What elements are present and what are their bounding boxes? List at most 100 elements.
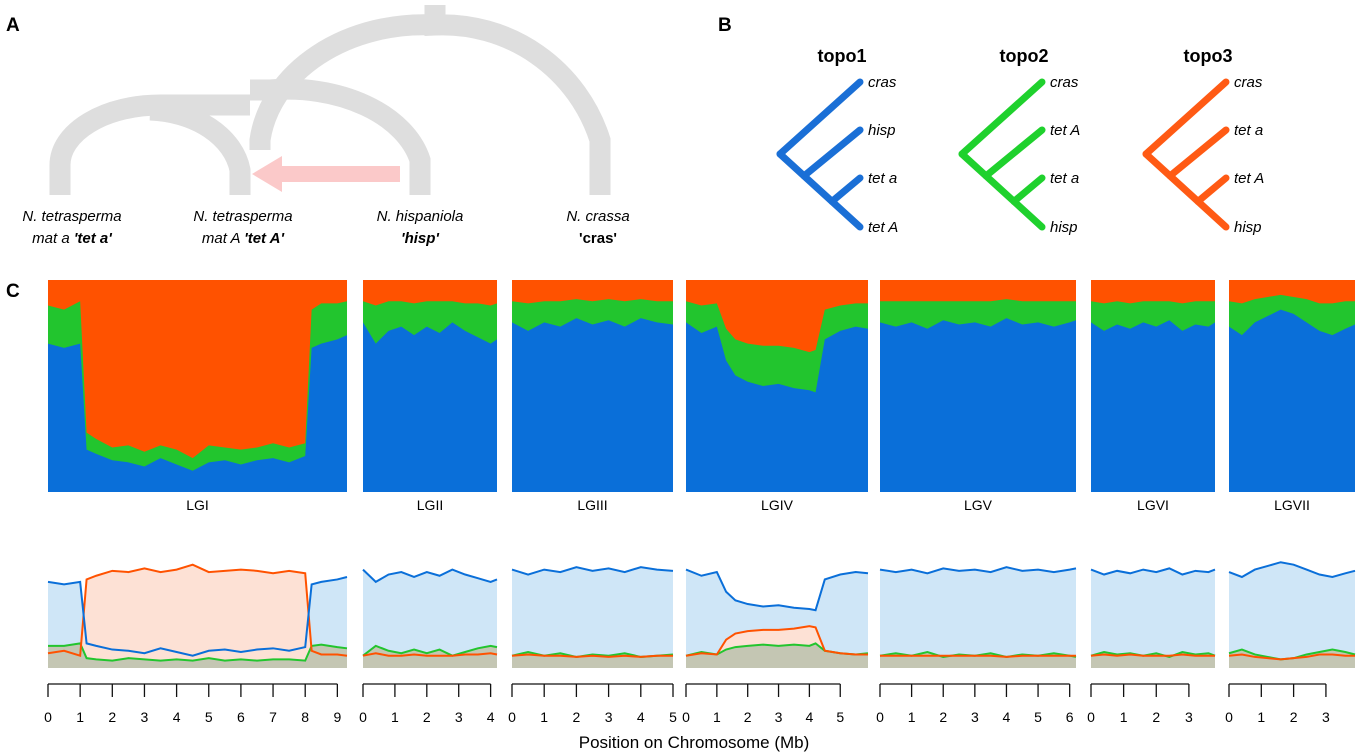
tick-label: 7: [269, 709, 277, 725]
tick-label: 0: [359, 709, 367, 725]
branch: [1142, 150, 1230, 231]
chromosome-LGVII: LGVII: [1229, 280, 1355, 513]
lines-LGII: [362, 568, 498, 668]
tick-label: 2: [423, 709, 431, 725]
tip-label: tet A: [868, 219, 898, 236]
lines-LGV: [879, 566, 1077, 668]
tick-label: 4: [805, 709, 813, 725]
branch: [1142, 78, 1230, 158]
topology-title: topo1: [818, 46, 867, 66]
branch: [828, 174, 864, 205]
tip-label: hisp: [1050, 219, 1078, 236]
tick-label: 3: [141, 709, 149, 725]
line-topo3: [880, 654, 1076, 658]
stacked-area-panels: LGI LGII LGIII LGIV LGV LGVI LGVII: [48, 280, 1355, 513]
area-topo1: [1229, 309, 1355, 492]
tick-label: 2: [744, 709, 752, 725]
shade-topo3: [48, 564, 347, 668]
tick-label: 3: [971, 709, 979, 725]
area-topo1: [512, 318, 673, 492]
tick-label: 2: [939, 709, 947, 725]
tip-label: tet a: [868, 170, 897, 187]
tree-branch-crassa: [424, 5, 611, 195]
branch: [958, 150, 1046, 231]
line-topo1: [1228, 561, 1356, 579]
tick-label: 3: [605, 709, 613, 725]
branch: [800, 126, 864, 180]
species-cras-line1: N. crassa: [566, 208, 629, 225]
panel-label-a: A: [6, 15, 20, 36]
tick-label: 6: [1066, 709, 1074, 725]
species-tet-a-line1: N. tetrasperma: [22, 208, 121, 225]
tick-label: 4: [637, 709, 645, 725]
topology-title: topo2: [1000, 46, 1049, 66]
tick-label: 8: [301, 709, 309, 725]
branch: [1010, 174, 1046, 205]
tick-label: 2: [573, 709, 581, 725]
tick-label: 6: [237, 709, 245, 725]
line-topo1: [47, 576, 348, 657]
lines-LGI: [47, 563, 348, 668]
chromosome-label: LGIII: [577, 497, 607, 513]
chromosome-label: LGVI: [1137, 497, 1169, 513]
axis-LGIV: 0 1 2 3 4 5: [682, 683, 844, 725]
area-topo1: [880, 318, 1076, 492]
tip-label: tet A: [1234, 170, 1264, 187]
tick-label: 5: [205, 709, 213, 725]
tip-label: tet a: [1234, 122, 1263, 139]
line-panels: [47, 561, 1356, 668]
species-cras-line2: 'cras': [579, 230, 617, 247]
chromosome-label: LGIV: [761, 497, 794, 513]
chromosome-label: LGVII: [1274, 497, 1310, 513]
tick-label: 5: [836, 709, 844, 725]
shade-topo2: [363, 645, 497, 668]
line-topo2: [1090, 650, 1216, 658]
tree-branch-tet-A: [149, 99, 251, 195]
species-tet-A-line1: N. tetrasperma: [193, 208, 292, 225]
tick-label: 3: [1185, 709, 1193, 725]
axis-LGVII: 0 1 2 3: [1225, 683, 1330, 725]
line-topo3: [511, 653, 673, 658]
species-tet-A-line2: mat A 'tet A': [202, 230, 285, 247]
species-hisp-line1: N. hispaniola: [377, 208, 464, 225]
area-topo1: [686, 322, 868, 492]
tip-label: cras: [1234, 74, 1263, 91]
lines-LGIV: [685, 568, 869, 668]
tick-label: 1: [1120, 709, 1128, 725]
tip-label: cras: [1050, 74, 1079, 91]
tick-label: 2: [1152, 709, 1160, 725]
tick-label: 5: [669, 709, 677, 725]
chromosome-LGI: LGI: [48, 280, 347, 513]
tick-label: 0: [682, 709, 690, 725]
tick-label: 1: [1257, 709, 1265, 725]
chromosome-label: LGV: [964, 497, 993, 513]
tick-label: 0: [1087, 709, 1095, 725]
panel-label-c: C: [6, 281, 20, 302]
lines-LGVI: [1090, 567, 1216, 668]
chromosome-LGVI: LGVI: [1091, 280, 1215, 513]
shade-topo1: [512, 567, 673, 668]
tick-label: 0: [876, 709, 884, 725]
panel-label-b: B: [718, 15, 732, 36]
shade-topo1: [1229, 562, 1355, 668]
tick-label: 9: [333, 709, 341, 725]
area-topo2: [48, 301, 347, 492]
line-topo1: [362, 568, 498, 584]
line-topo1: [685, 568, 869, 612]
branch: [1194, 174, 1230, 205]
tip-label: tet a: [1050, 170, 1079, 187]
tip-label: hisp: [868, 122, 896, 139]
branch: [776, 78, 864, 158]
tree-branch-hisp: [250, 78, 431, 195]
area-topo1: [363, 322, 497, 492]
tick-label: 1: [908, 709, 916, 725]
line-topo3: [685, 625, 868, 657]
chromosome-label: LGII: [417, 497, 443, 513]
line-topo3: [1090, 653, 1215, 657]
branch: [776, 150, 864, 231]
